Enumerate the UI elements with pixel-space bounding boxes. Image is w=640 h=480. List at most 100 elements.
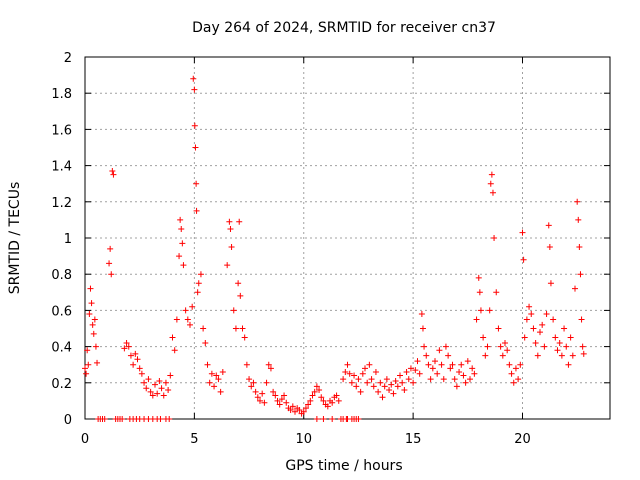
- data-point: [487, 180, 494, 187]
- data-point: [147, 388, 154, 395]
- data-point: [239, 325, 246, 332]
- y-tick-label: 1: [64, 232, 72, 247]
- data-point: [149, 392, 156, 399]
- data-point: [477, 307, 484, 314]
- data-point: [484, 343, 491, 350]
- data-point: [309, 392, 316, 399]
- data-points: [82, 75, 587, 422]
- data-point: [195, 280, 202, 287]
- data-point: [190, 75, 197, 82]
- data-point: [460, 372, 467, 379]
- data-point: [534, 352, 541, 359]
- data-point: [383, 376, 390, 383]
- data-point: [166, 416, 173, 422]
- data-point: [272, 392, 279, 399]
- data-point: [526, 303, 533, 310]
- data-point: [200, 325, 207, 332]
- data-point: [471, 370, 478, 377]
- data-point: [182, 307, 189, 314]
- data-point: [523, 316, 530, 323]
- data-point: [89, 321, 96, 328]
- data-point: [236, 218, 243, 225]
- data-point: [232, 325, 239, 332]
- data-point: [215, 376, 222, 383]
- data-point: [173, 316, 180, 323]
- data-point: [90, 330, 97, 337]
- x-tick-label: 10: [295, 432, 312, 447]
- data-point: [250, 379, 257, 386]
- y-tick-label: 0.2: [51, 377, 72, 392]
- data-point: [267, 365, 274, 372]
- data-point: [121, 345, 128, 352]
- data-point: [292, 408, 298, 415]
- x-axis-label: GPS time / hours: [285, 458, 402, 474]
- data-point: [320, 416, 327, 422]
- data-point: [423, 352, 430, 359]
- data-point: [311, 388, 318, 395]
- data-point: [543, 311, 550, 318]
- data-point: [506, 361, 513, 368]
- data-point: [458, 361, 465, 368]
- data-point: [171, 347, 178, 354]
- data-point: [281, 392, 288, 399]
- data-point: [576, 244, 583, 251]
- data-point: [157, 416, 164, 422]
- data-point: [278, 396, 285, 403]
- data-point: [206, 379, 213, 386]
- data-point: [401, 387, 408, 394]
- data-point: [432, 358, 438, 365]
- data-point: [274, 397, 281, 404]
- data-point: [219, 368, 226, 375]
- data-point: [510, 379, 517, 386]
- data-point: [449, 361, 456, 368]
- data-point: [462, 379, 469, 386]
- data-point: [101, 416, 108, 422]
- data-point: [241, 334, 248, 341]
- data-point: [125, 343, 132, 350]
- data-point: [547, 280, 554, 287]
- data-point: [307, 397, 314, 404]
- data-point: [419, 325, 426, 332]
- data-point: [427, 376, 434, 383]
- data-point: [324, 403, 331, 410]
- data-point: [561, 325, 568, 332]
- data-point: [370, 383, 377, 390]
- data-point: [577, 271, 584, 278]
- data-point: [145, 376, 152, 383]
- data-point: [85, 361, 92, 368]
- data-point: [134, 356, 141, 363]
- data-point: [556, 339, 563, 346]
- data-point: [504, 347, 511, 354]
- data-point: [329, 399, 336, 406]
- data-point: [541, 343, 548, 350]
- data-point: [248, 383, 255, 390]
- data-point: [491, 235, 498, 241]
- data-point: [467, 376, 473, 383]
- data-point: [94, 359, 101, 366]
- data-point: [143, 385, 150, 392]
- data-point: [552, 334, 559, 341]
- data-point: [263, 379, 270, 386]
- x-tick-label: 20: [514, 432, 531, 447]
- data-point: [499, 352, 506, 359]
- data-point: [392, 377, 399, 384]
- data-point: [442, 343, 449, 350]
- data-point: [359, 370, 366, 377]
- data-point: [316, 387, 323, 394]
- data-point: [440, 376, 447, 383]
- data-point: [377, 379, 384, 386]
- data-point: [399, 379, 406, 386]
- data-point: [193, 180, 200, 187]
- data-point: [193, 207, 200, 214]
- data-point: [243, 361, 250, 368]
- y-tick-label: 1.2: [51, 196, 72, 211]
- data-point: [546, 244, 553, 251]
- data-point: [578, 316, 585, 323]
- data-point: [84, 347, 91, 354]
- data-point: [184, 316, 191, 323]
- data-point: [410, 379, 417, 386]
- y-tick-label: 1.6: [51, 123, 72, 138]
- data-point: [202, 339, 209, 346]
- data-point: [287, 406, 294, 413]
